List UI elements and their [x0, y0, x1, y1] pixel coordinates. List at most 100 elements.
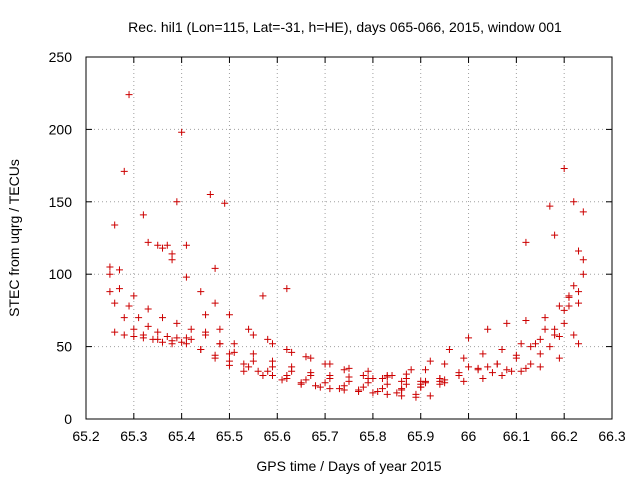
data-point [302, 353, 310, 361]
x-tick-label: 65.5 [216, 428, 243, 444]
data-point [326, 360, 334, 368]
x-tick-label: 65.3 [120, 428, 147, 444]
data-point [130, 332, 138, 340]
data-point [187, 335, 195, 343]
data-point [579, 208, 587, 216]
data-point [345, 364, 353, 372]
data-point [182, 273, 190, 281]
data-point [302, 376, 310, 384]
data-point [570, 282, 578, 290]
data-point [402, 374, 410, 382]
y-tick-label: 200 [49, 121, 73, 137]
data-point [326, 372, 334, 380]
x-tick-label: 65.9 [407, 428, 434, 444]
data-point [130, 292, 138, 300]
data-point [197, 345, 205, 353]
data-point [575, 288, 583, 296]
data-point [187, 325, 195, 333]
data-point [465, 363, 473, 371]
data-point [264, 335, 272, 343]
x-tick-label: 66.3 [598, 428, 625, 444]
data-point [163, 332, 171, 340]
data-point [173, 334, 181, 342]
data-point [517, 367, 525, 375]
data-point [575, 247, 583, 255]
data-point [445, 345, 453, 353]
data-point [307, 369, 315, 377]
data-point [388, 372, 396, 380]
y-axis: 0 50 100 150 200 250 [49, 49, 612, 427]
data-point [345, 373, 353, 381]
data-point [422, 377, 430, 385]
data-point [135, 314, 143, 322]
data-point [316, 383, 324, 391]
data-point [202, 331, 210, 339]
data-point [527, 343, 535, 351]
y-tick-label: 150 [49, 194, 73, 210]
data-point [139, 211, 147, 219]
data-point [441, 379, 449, 387]
data-point [393, 389, 401, 397]
x-axis-label: GPS time / Days of year 2015 [256, 458, 441, 474]
data-point [541, 325, 549, 333]
data-point [206, 191, 214, 199]
data-point [551, 331, 559, 339]
data-point [197, 288, 205, 296]
data-point [536, 335, 544, 343]
data-point [120, 314, 128, 322]
data-point [575, 299, 583, 307]
data-point [560, 306, 568, 314]
data-point [426, 357, 434, 365]
data-point [283, 285, 291, 293]
data-point [484, 363, 492, 371]
data-point [398, 377, 406, 385]
data-point [555, 332, 563, 340]
data-point [259, 372, 267, 380]
data-point [245, 363, 253, 371]
data-point [512, 354, 520, 362]
data-point [216, 325, 224, 333]
data-point [254, 367, 262, 375]
data-point [202, 311, 210, 319]
data-point [374, 387, 382, 395]
grid [86, 57, 612, 419]
data-point [125, 302, 133, 310]
data-point [154, 241, 162, 249]
data-point [340, 366, 348, 374]
data-point [359, 372, 367, 380]
data-point [378, 385, 386, 393]
data-point [283, 345, 291, 353]
data-point [211, 299, 219, 307]
data-point [111, 328, 119, 336]
data-point [522, 364, 530, 372]
chart-title: Rec. hil1 (Lon=115, Lat=-31, h=HE), days… [128, 19, 562, 35]
data-point [173, 198, 181, 206]
data-point [225, 311, 233, 319]
y-axis-label: STEC from uqrg / TECUs [6, 159, 22, 317]
data-point [182, 340, 190, 348]
data-point [288, 363, 296, 371]
data-point [115, 285, 123, 293]
y-tick-label: 250 [49, 49, 73, 65]
data-point [173, 319, 181, 327]
data-point [536, 350, 544, 358]
data-point [288, 348, 296, 356]
x-axis: 65.2 65.3 65.4 65.5 65.6 65.7 65.8 65.9 66 66.1 66… [72, 57, 626, 444]
data-point [417, 380, 425, 388]
data-point [369, 389, 377, 397]
x-tick-label: 66.1 [503, 428, 530, 444]
data-point [249, 331, 257, 339]
data-point [120, 167, 128, 175]
data-point [378, 374, 386, 382]
data-point [407, 366, 415, 374]
data-point [484, 325, 492, 333]
data-point [278, 376, 286, 384]
data-point [555, 302, 563, 310]
data-point [120, 331, 128, 339]
plot-frame [85, 56, 613, 420]
data-point [541, 314, 549, 322]
data-point [522, 238, 530, 246]
data-point [503, 319, 511, 327]
data-point [211, 351, 219, 359]
data-point [159, 244, 167, 252]
